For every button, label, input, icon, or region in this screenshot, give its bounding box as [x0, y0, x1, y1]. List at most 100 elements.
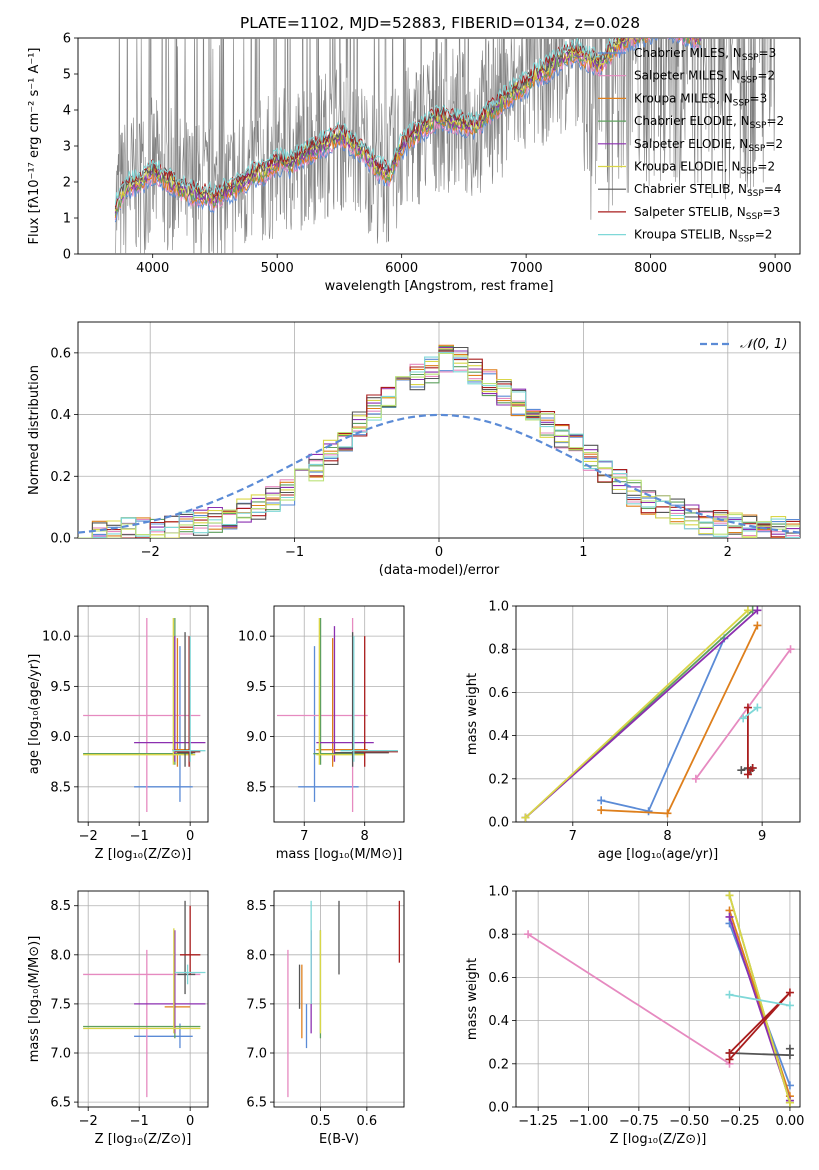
legend-name: Kroupa MILES: [634, 91, 716, 105]
legend-subscript: SSP: [742, 53, 759, 63]
y-tick-label: 6.5: [246, 1096, 267, 1111]
legend-nssp: , N: [724, 69, 741, 83]
legend-entry: Kroupa STELIB, NSSP=2: [634, 228, 772, 245]
normal-curve: [78, 413, 800, 534]
legend-suffix: =3: [750, 91, 768, 105]
mass-weight-marker: [785, 1098, 794, 1107]
x-axis-label: wavelength [Angstrom, rest frame]: [325, 279, 554, 294]
x-tick-label: 4000: [136, 261, 169, 276]
legend-suffix: =3: [759, 46, 777, 60]
y-tick-label: 9.5: [246, 680, 267, 695]
mass-weight-marker: [524, 930, 533, 939]
legend-name: Chabrier MILES: [634, 46, 725, 60]
y-tick-label: 0.6: [488, 971, 509, 986]
x-tick-label: −1.00: [569, 1114, 609, 1129]
legend-entry: Salpeter STELIB, NSSP=3: [634, 205, 780, 222]
mass-weight-marker: [743, 606, 752, 615]
y-tick-label: 1.0: [488, 600, 509, 615]
legend-entry: Kroupa MILES, NSSP=3: [634, 91, 767, 108]
mass-weight-line: [695, 648, 792, 780]
legend-subscript: SSP: [733, 98, 750, 108]
x-axis-label: Z [log₁₀(Z/Z⊙)]: [95, 1132, 192, 1147]
y-tick-label: 8.5: [246, 899, 267, 914]
legend-name: Salpeter MILES: [634, 69, 724, 83]
mass-weight-marker: [743, 703, 752, 712]
x-tick-label: 0.6: [357, 1114, 378, 1129]
legend-suffix: =3: [763, 205, 781, 219]
x-tick-label: 6000: [385, 261, 418, 276]
y-axis-label: Flux [fλ10⁻¹⁷ erg cm⁻² s⁻¹ A⁻¹]: [27, 48, 42, 245]
mass-weight-marker: [725, 1049, 734, 1057]
x-tick-label: −0.75: [619, 1114, 659, 1129]
y-tick-label: 9.0: [50, 730, 71, 745]
mass-weight-line: [600, 638, 726, 813]
x-tick-label: −1: [285, 545, 304, 560]
legend-subscript: SSP: [750, 121, 767, 131]
x-tick-label: 8000: [634, 261, 667, 276]
x-axis-label: age [log₁₀(age/yr)]: [598, 847, 719, 862]
y-tick-label: 7.0: [246, 1047, 267, 1062]
x-axis-label: Z [log₁₀(Z/Z⊙)]: [610, 1132, 707, 1147]
y-tick-label: 8.5: [50, 899, 71, 914]
y-tick-label: 6.5: [50, 1096, 71, 1111]
legend-suffix: =2: [755, 228, 773, 242]
y-tick-label: 5: [63, 68, 71, 83]
legend-entry: Chabrier ELODIE, NSSP=2: [634, 114, 784, 131]
y-tick-label: 9.0: [246, 730, 267, 745]
y-tick-label: 8.0: [50, 948, 71, 963]
massweight_vs_Z-axes: [512, 890, 801, 1111]
mass-weight-marker: [521, 813, 530, 822]
mass-weight-marker: [753, 703, 762, 712]
y-tick-label: 0.6: [50, 346, 71, 361]
legend-suffix: =2: [765, 137, 783, 151]
mass-weight-marker: [753, 606, 762, 615]
x-tick-label: 7000: [510, 261, 543, 276]
mass_vs_ebv-axes: [270, 890, 405, 1111]
mass-weight-marker: [785, 1001, 794, 1010]
y-tick-label: 0.2: [488, 772, 509, 787]
y-tick-label: 7.5: [246, 997, 267, 1012]
x-tick-label: 0.00: [775, 1114, 804, 1129]
residuals-axes: [74, 321, 801, 542]
y-tick-label: 7.5: [50, 997, 71, 1012]
mass-weight-marker: [725, 891, 734, 900]
y-tick-label: 0: [63, 248, 71, 263]
x-tick-label: 8: [663, 829, 671, 844]
y-tick-label: 0.4: [488, 729, 509, 744]
legend-suffix: =4: [764, 182, 782, 196]
x-tick-label: 9000: [759, 261, 792, 276]
y-tick-label: 1: [63, 212, 71, 227]
mass-weight-line: [527, 933, 730, 1065]
x-axis-label: E(B-V): [319, 1132, 359, 1147]
legend-nssp: , N: [724, 160, 741, 174]
legend-entry: Salpeter MILES, NSSP=2: [634, 69, 775, 86]
age_vs_Z-plot-area: [83, 618, 206, 812]
x-tick-label: 1: [579, 545, 587, 560]
mass-weight-marker: [743, 770, 752, 779]
legend-normal-label: 𝒩(0, 1): [740, 337, 787, 352]
spectrum-legend: [598, 52, 626, 236]
axes-frame: [77, 321, 801, 539]
mass-weight-marker: [785, 1044, 794, 1053]
mass-weight-marker: [597, 796, 606, 805]
y-tick-label: 2: [63, 176, 71, 191]
legend-nssp: , N: [733, 114, 750, 128]
mass-weight-marker: [725, 990, 734, 999]
axes-frame: [273, 605, 405, 823]
legend-name: Chabrier ELODIE: [634, 114, 733, 128]
axes-frame: [77, 37, 801, 255]
y-tick-label: 4: [63, 104, 71, 119]
y-tick-label: 0.4: [50, 408, 71, 423]
y-tick-label: 0.8: [488, 643, 509, 658]
axes-frame: [515, 605, 801, 823]
y-tick-label: 0.6: [488, 686, 509, 701]
y-axis-label: mass [log₁₀(M/M⊙)]: [27, 936, 42, 1063]
y-tick-label: 8.0: [246, 948, 267, 963]
axes-frame: [515, 890, 801, 1108]
legend-nssp: , N: [732, 137, 749, 151]
legend-suffix: =2: [757, 69, 775, 83]
y-tick-label: 10.0: [238, 630, 267, 645]
x-axis-label: (data-model)/error: [379, 563, 500, 578]
x-tick-label: 0.5: [310, 1114, 331, 1129]
legend-subscript: SSP: [741, 167, 758, 177]
